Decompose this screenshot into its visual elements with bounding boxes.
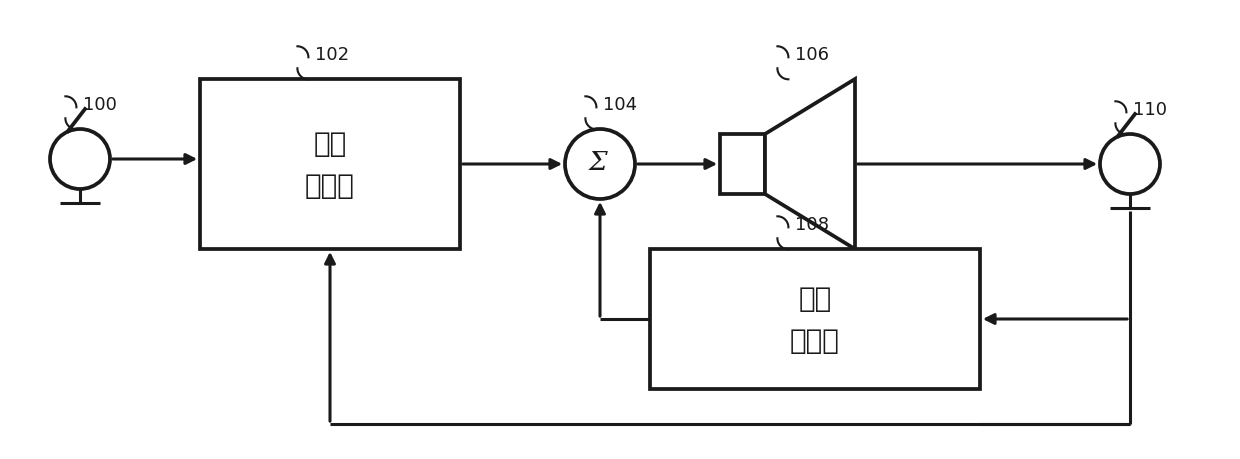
Bar [200, 80, 460, 249]
Text: 反馈
滤波器: 反馈 滤波器 [790, 285, 839, 354]
Polygon shape [765, 80, 856, 249]
Text: 100: 100 [83, 96, 117, 114]
Text: 102: 102 [315, 46, 350, 64]
Text: 104: 104 [603, 96, 637, 114]
Text: 110: 110 [1133, 101, 1167, 119]
Text: Σ: Σ [589, 150, 608, 175]
Bar [720, 134, 765, 195]
Bar [650, 249, 980, 389]
Text: 108: 108 [795, 216, 830, 234]
Text: 前馈
滤波器: 前馈 滤波器 [305, 130, 355, 199]
Text: 106: 106 [795, 46, 830, 64]
